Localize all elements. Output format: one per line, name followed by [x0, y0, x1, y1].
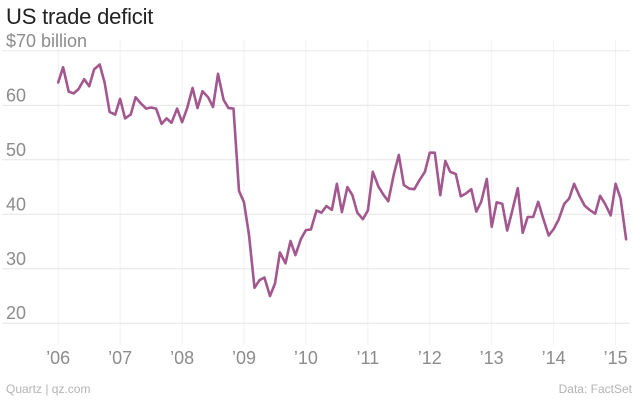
- x-tick-label: ’11: [357, 348, 380, 368]
- x-tick-label: ’08: [170, 348, 194, 368]
- y-tick-label: $70 billion: [6, 31, 87, 51]
- x-tick-label: ’12: [418, 348, 442, 368]
- data-source: Data: FactSet: [558, 382, 632, 396]
- x-tick-label: ’14: [542, 348, 566, 368]
- chart-title: US trade deficit: [6, 4, 154, 29]
- x-tick-label: ’09: [232, 348, 256, 368]
- y-tick-label: 40: [6, 194, 26, 214]
- x-tick-label: ’13: [480, 348, 504, 368]
- x-tick-label: ’06: [46, 348, 70, 368]
- grid: [2, 40, 630, 345]
- series-line: [56, 63, 628, 298]
- axis-ticks: ’06 ’07 ’08 ’09 ’10 ’11 ’12 ’13 ’14 ’15 20 30 40 50 60…: [6, 31, 628, 368]
- x-tick-label: ’15: [604, 348, 628, 368]
- series-layer: [56, 63, 628, 298]
- x-tick-label: ’10: [294, 348, 318, 368]
- y-tick-label: 60: [6, 85, 26, 105]
- y-tick-label: 20: [6, 303, 26, 323]
- source-credit: Quartz | qz.com: [6, 382, 91, 396]
- x-tick-label: ’07: [108, 348, 132, 368]
- y-tick-label: 50: [6, 140, 26, 160]
- y-tick-label: 30: [6, 249, 26, 269]
